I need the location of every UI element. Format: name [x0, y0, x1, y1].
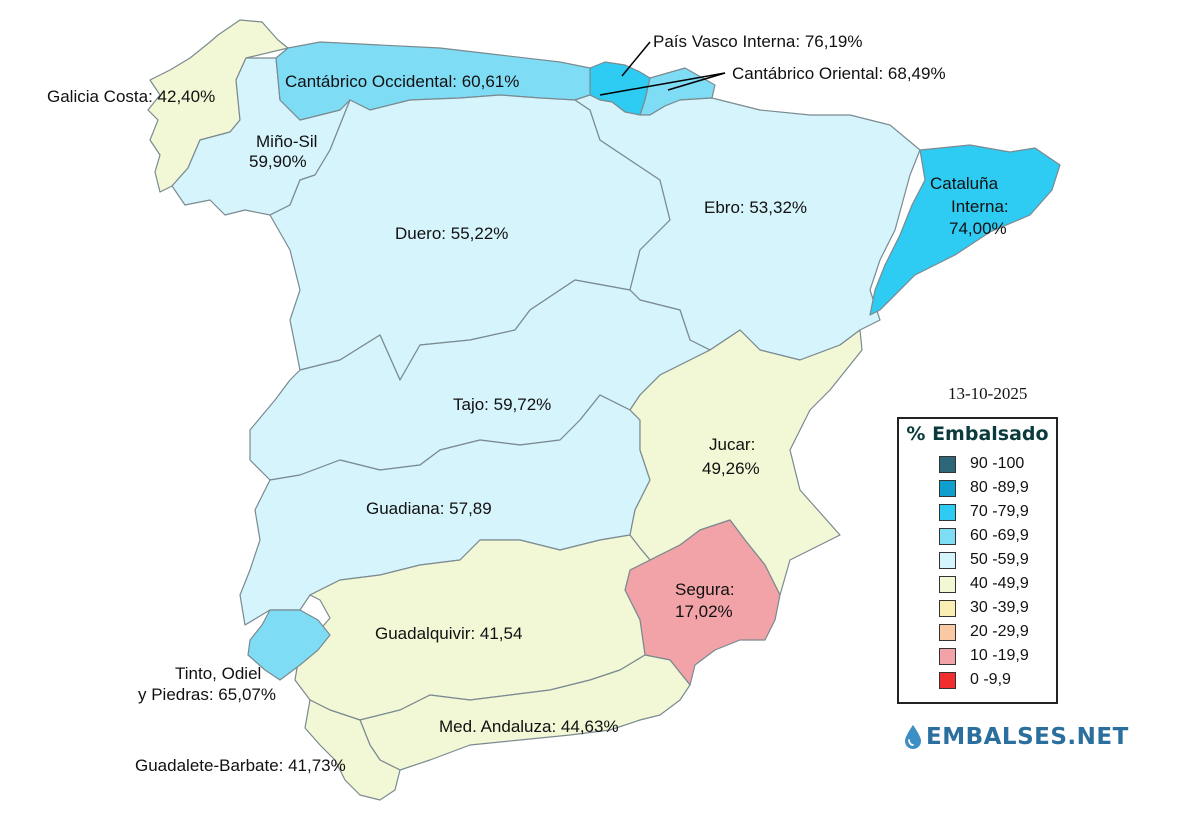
legend-swatch	[939, 623, 956, 641]
leader-cantabrico-oriental-2	[667, 72, 726, 91]
legend: % Embalsado 90 -100 80 -89,9 70 -79,9 60…	[897, 417, 1058, 704]
legend-label: 50 -59,9	[970, 551, 1029, 568]
legend-label: 0 -9,9	[970, 671, 1011, 688]
label-mino-sil-name: Miño-Sil	[256, 132, 317, 151]
legend-label: 10 -19,9	[970, 647, 1029, 664]
leader-pais-vasco	[621, 41, 651, 77]
label-duero: Duero: 55,22%	[395, 224, 508, 243]
label-segura-name: Segura:	[675, 580, 735, 599]
legend-label: 90 -100	[970, 455, 1025, 472]
label-tajo: Tajo: 59,72%	[453, 395, 551, 414]
label-med-andaluza: Med. Andaluza: 44,63%	[439, 717, 619, 736]
legend-label: 20 -29,9	[970, 623, 1029, 640]
legend-item: 70 -79,9	[939, 501, 1029, 523]
label-jucar-name: Jucar:	[709, 435, 755, 454]
embalses-logo[interactable]: EMBALSES.NET	[904, 724, 1129, 750]
label-tinto-line1: Tinto, Odiel	[175, 664, 261, 683]
legend-item: 0 -9,9	[939, 669, 1011, 691]
label-cantabrico-oriental: Cantábrico Oriental: 68,49%	[732, 64, 946, 83]
basin-ebro[interactable]	[574, 94, 921, 361]
legend-item: 20 -29,9	[939, 621, 1029, 643]
legend-item: 10 -19,9	[939, 645, 1029, 667]
legend-swatch	[939, 647, 956, 665]
legend-item: 40 -49,9	[939, 573, 1029, 595]
legend-title: % Embalsado	[906, 423, 1049, 445]
basins-layer	[147, 19, 1061, 801]
label-jucar-value: 49,26%	[702, 459, 760, 478]
label-guadalete-barbate: Guadalete-Barbate: 41,73%	[135, 756, 346, 775]
basin-guadalete-barbate[interactable]	[304, 699, 401, 801]
legend-item: 30 -39,9	[939, 597, 1029, 619]
label-ebro: Ebro: 53,32%	[704, 198, 807, 217]
label-galicia-costa: Galicia Costa: 42,40%	[47, 87, 215, 106]
leader-cantabrico-oriental-1	[599, 72, 726, 96]
label-guadalquivir: Guadalquivir: 41,54	[375, 624, 522, 643]
legend-label: 40 -49,9	[970, 575, 1029, 592]
legend-label: 70 -79,9	[970, 503, 1029, 520]
legend-swatch	[939, 551, 956, 569]
label-cataluna-line2: Interna:	[951, 197, 1009, 216]
labels-layer: Galicia Costa: 42,40% Miño-Sil 59,90% Ca…	[47, 32, 1009, 775]
legend-swatch	[939, 455, 956, 473]
label-cataluna-line1: Cataluña	[930, 174, 999, 193]
legend-label: 30 -39,9	[970, 599, 1029, 616]
basin-galicia-costa[interactable]	[147, 19, 289, 193]
leader-lines	[599, 41, 726, 96]
legend-swatch	[939, 671, 956, 689]
legend-label: 60 -69,9	[970, 527, 1029, 544]
label-segura-value: 17,02%	[675, 602, 733, 621]
label-tinto-line2: y Piedras: 65,07%	[138, 685, 276, 704]
label-guadiana: Guadiana: 57,89	[366, 499, 492, 518]
legend-swatch	[939, 503, 956, 521]
label-cataluna-line3: 74,00%	[949, 219, 1007, 238]
map-date: 13-10-2025	[948, 384, 1028, 403]
legend-swatch	[939, 575, 956, 593]
legend-item: 50 -59,9	[939, 549, 1029, 571]
label-pais-vasco: País Vasco Interna: 76,19%	[653, 32, 862, 51]
logo-text: EMBALSES.NET	[926, 724, 1129, 750]
legend-item: 80 -89,9	[939, 477, 1029, 499]
legend-label: 80 -89,9	[970, 479, 1029, 496]
legend-item: 60 -69,9	[939, 525, 1029, 547]
legend-swatch	[939, 599, 956, 617]
legend-swatch	[939, 479, 956, 497]
water-drop-icon	[905, 725, 921, 749]
label-cantabrico-occidental: Cantábrico Occidental: 60,61%	[285, 72, 519, 91]
legend-item: 90 -100	[939, 453, 1024, 475]
label-mino-sil-value: 59,90%	[249, 152, 307, 171]
basin-cataluna-interna[interactable]	[869, 144, 1061, 316]
basin-tinto-odiel[interactable]	[247, 609, 331, 681]
legend-swatch	[939, 527, 956, 545]
